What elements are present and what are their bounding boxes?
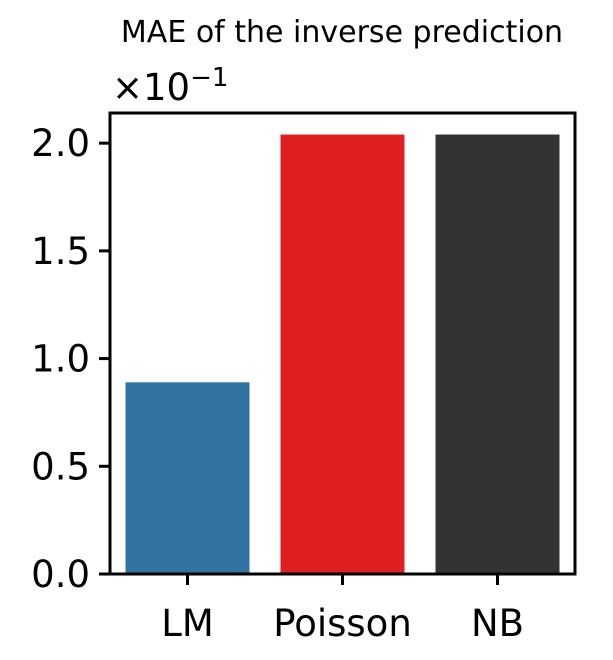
x-tick-label: LM (161, 602, 214, 645)
y-axis-ticks: 0.0 0.5 1.0 1.5 2.0 (31, 122, 110, 596)
y-tick-label: 1.0 (31, 338, 90, 381)
y-tick-label: 0.0 (31, 553, 90, 596)
plot-frame (108, 111, 577, 576)
y-tick-label: 1.5 (31, 230, 90, 273)
axis-scale-base: ×10 (112, 66, 190, 109)
x-axis-ticks: LM Poisson NB (161, 574, 524, 645)
x-tick-label: Poisson (273, 602, 412, 645)
bar-lm (125, 382, 250, 574)
axis-scale-exponent: −1 (190, 63, 228, 93)
y-tick-label: 2.0 (31, 122, 90, 165)
axis-scale-label: ×10−1 (112, 63, 228, 109)
bar-group (125, 134, 560, 574)
bar-poisson (280, 134, 405, 574)
bar-nb (435, 134, 560, 574)
y-tick-label: 0.5 (31, 445, 90, 488)
x-tick-label: NB (471, 602, 524, 645)
chart-title: MAE of the inverse prediction (121, 15, 563, 50)
